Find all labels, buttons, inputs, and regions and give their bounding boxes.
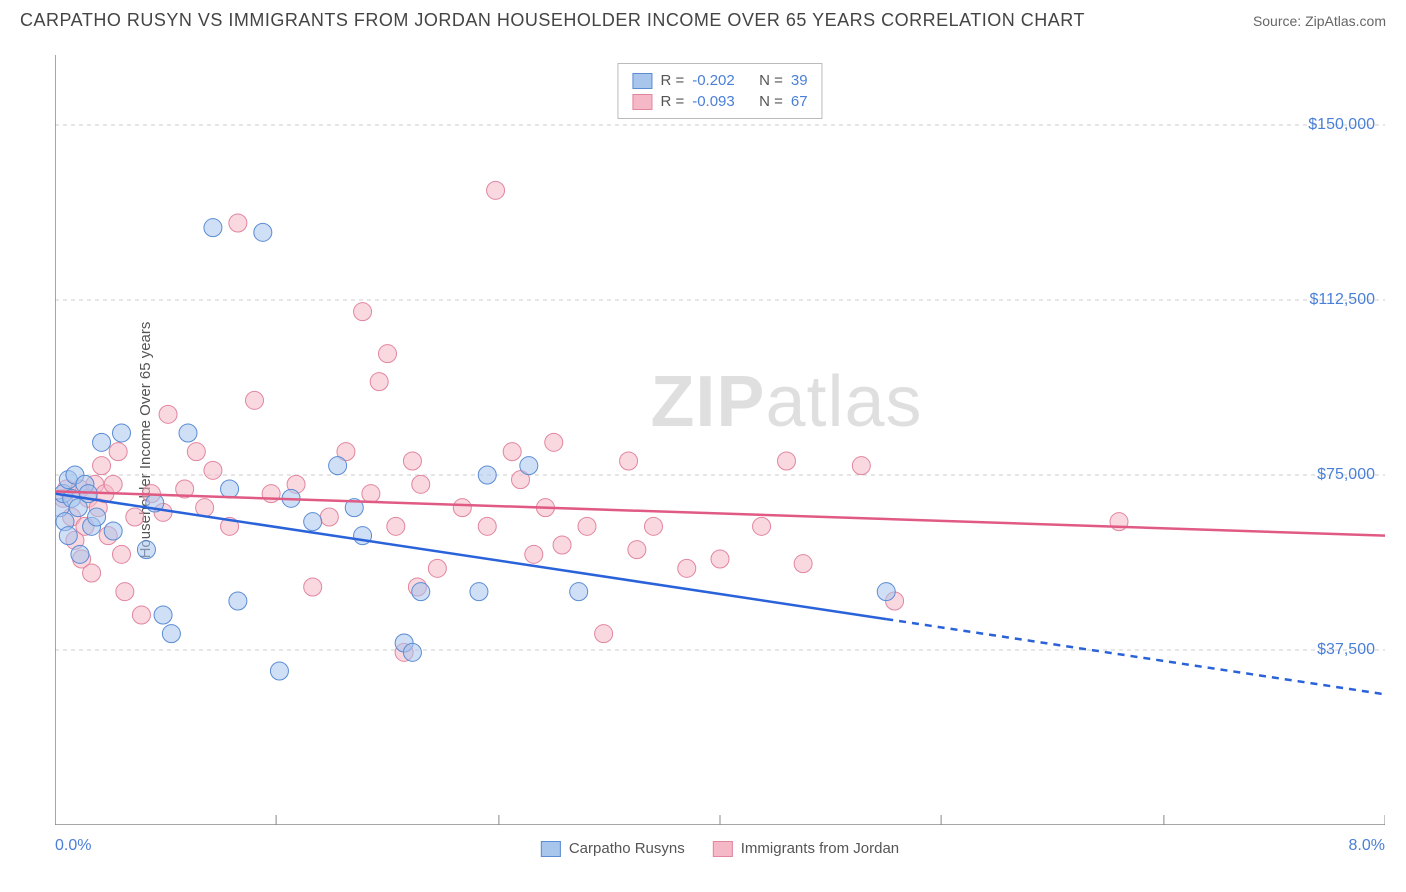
- x-tick-right: 8.0%: [1349, 837, 1385, 855]
- swatch-series2: [632, 94, 652, 110]
- legend-item-series1: Carpatho Rusyns: [541, 840, 685, 857]
- chart-title: CARPATHO RUSYN VS IMMIGRANTS FROM JORDAN…: [20, 10, 1085, 31]
- legend-swatch-series1: [541, 841, 561, 857]
- stats-row-series1: R = -0.202 N = 39: [632, 70, 807, 91]
- legend: Carpatho Rusyns Immigrants from Jordan: [541, 840, 899, 857]
- stats-box: R = -0.202 N = 39 R = -0.093 N = 67: [617, 63, 822, 119]
- y-tick-label: $37,500: [1317, 641, 1375, 659]
- legend-swatch-series2: [713, 841, 733, 857]
- legend-item-series2: Immigrants from Jordan: [713, 840, 899, 857]
- chart-area: Householder Income Over 65 years ZIPatla…: [55, 55, 1385, 825]
- source-label: Source: ZipAtlas.com: [1253, 13, 1386, 29]
- y-tick-label: $112,500: [1309, 291, 1375, 309]
- scatter-plot: [55, 55, 1385, 825]
- y-tick-label: $75,000: [1317, 466, 1375, 484]
- swatch-series1: [632, 73, 652, 89]
- y-tick-label: $150,000: [1308, 116, 1375, 134]
- stats-row-series2: R = -0.093 N = 67: [632, 91, 807, 112]
- x-tick-left: 0.0%: [55, 837, 91, 855]
